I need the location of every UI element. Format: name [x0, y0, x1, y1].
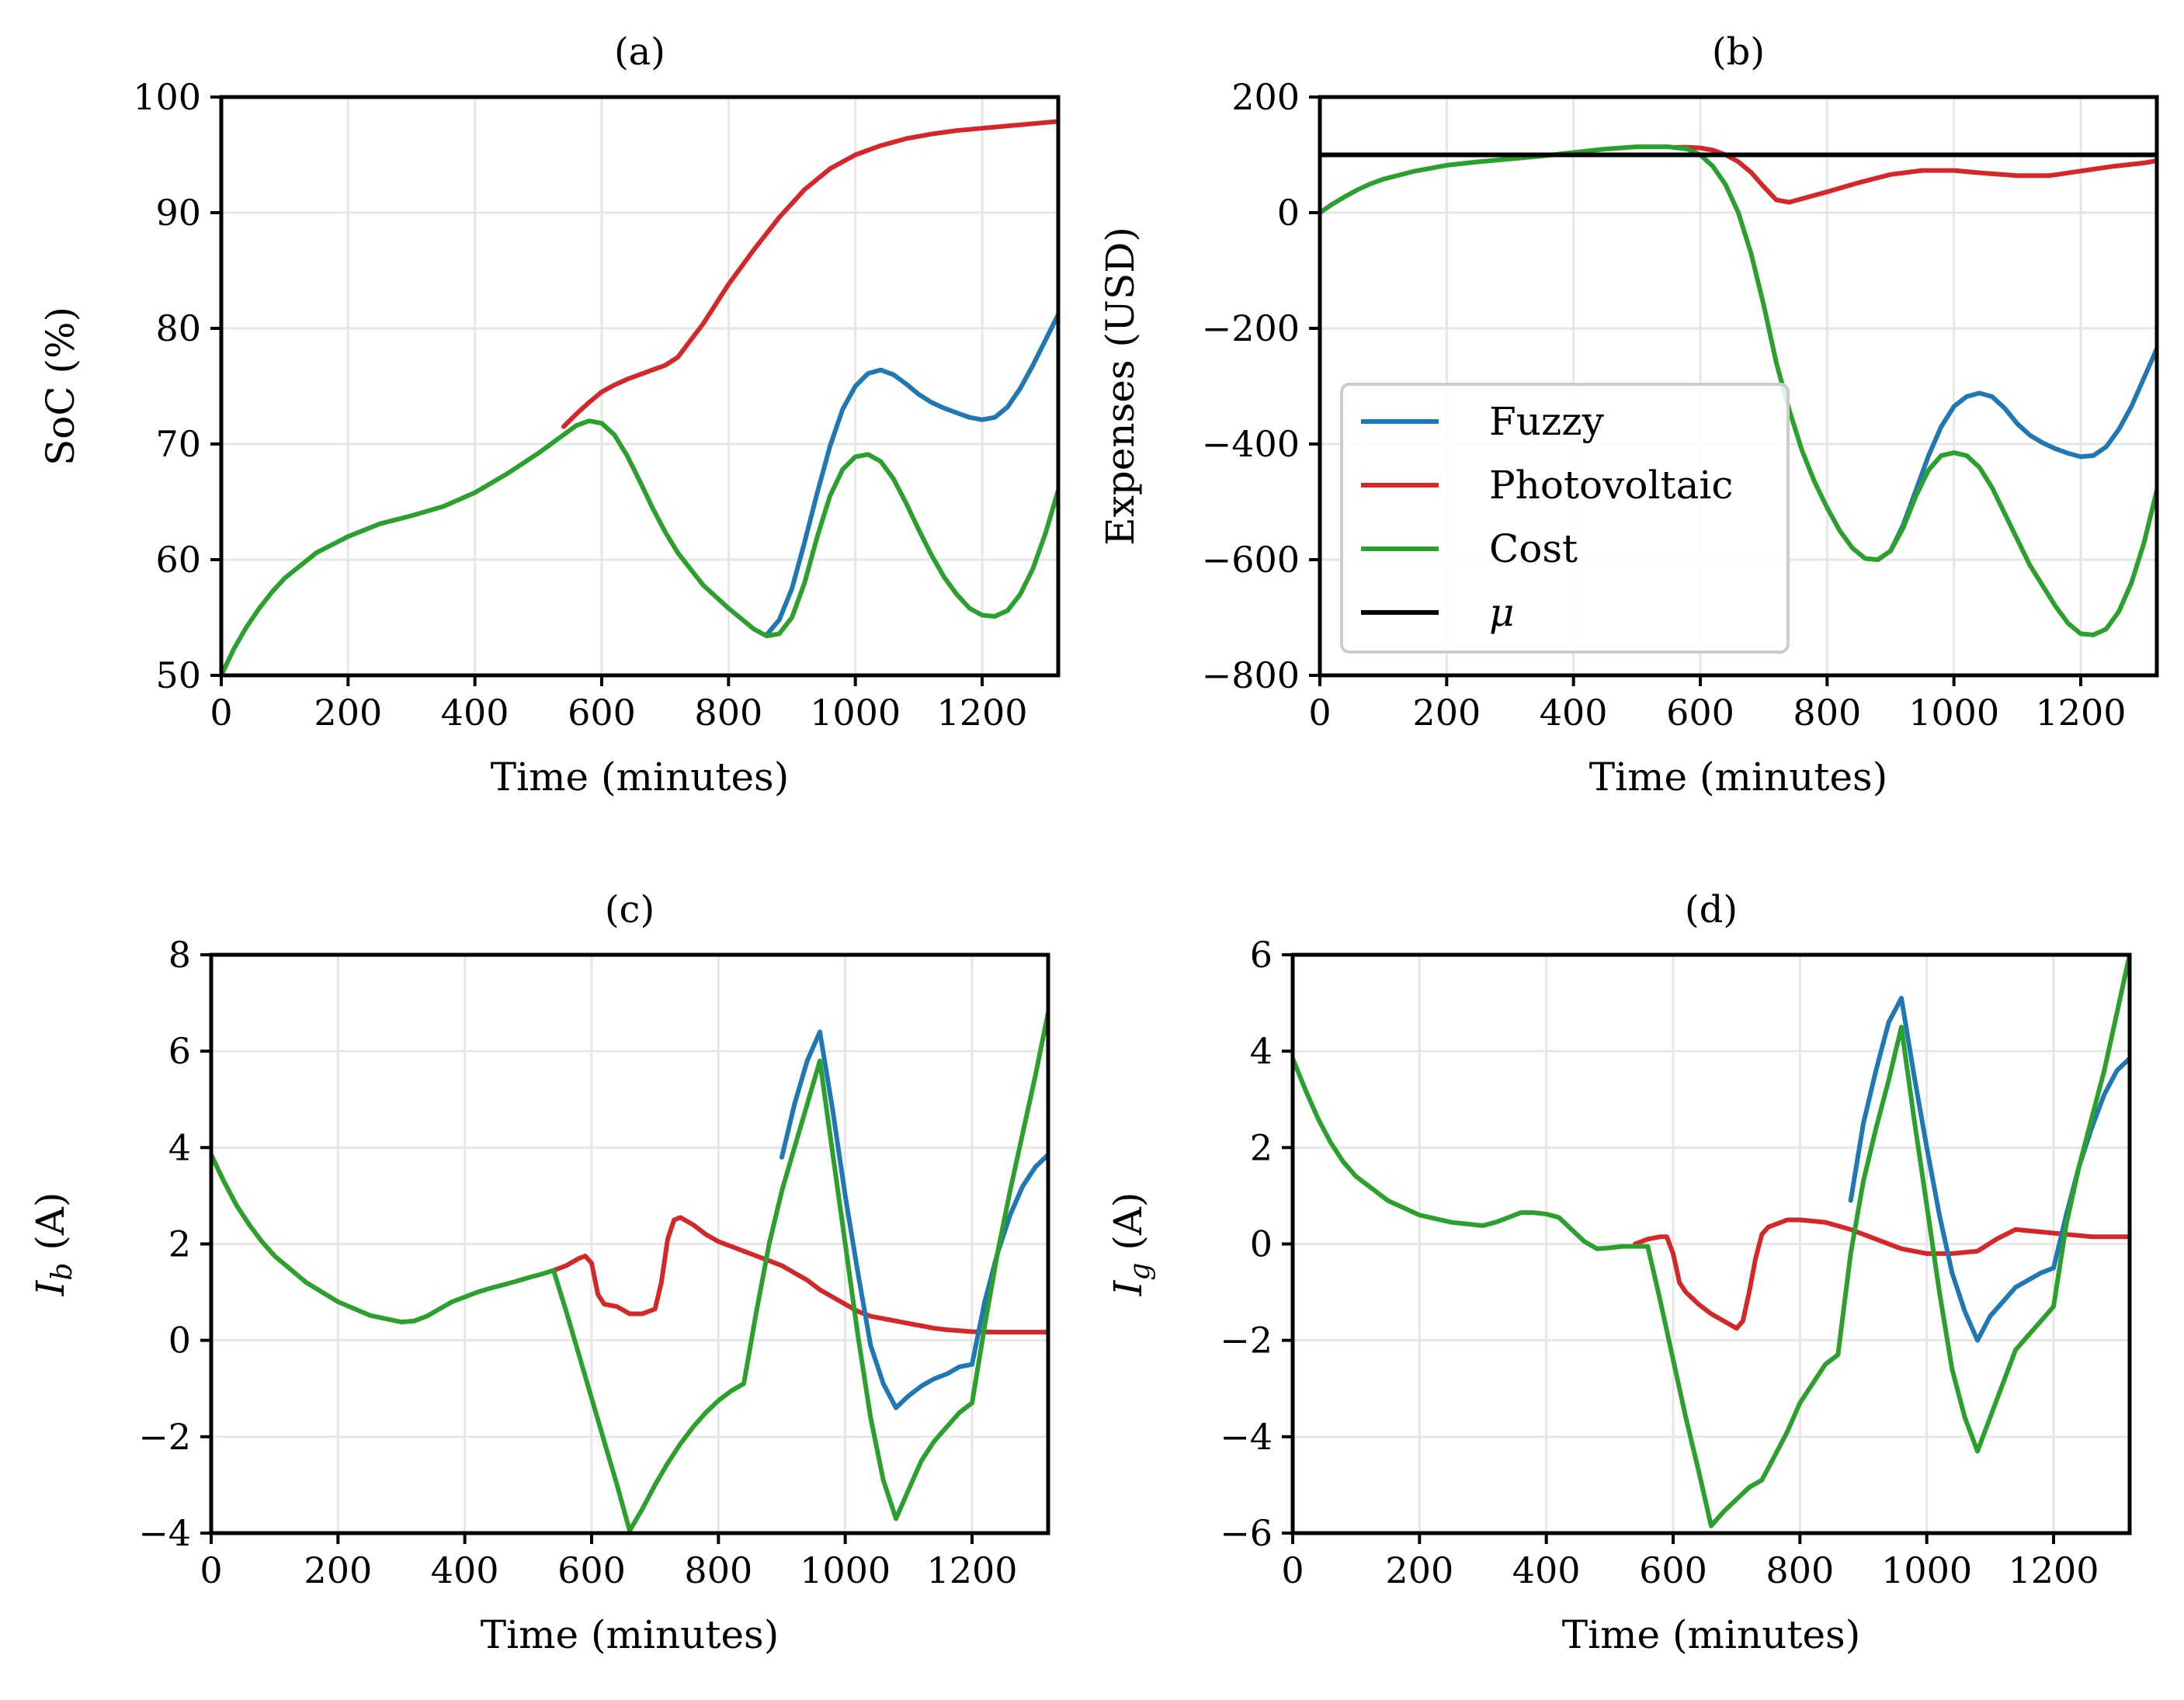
y-tick-label: 80 — [155, 307, 201, 349]
y-tick-label: 4 — [1250, 1030, 1273, 1072]
axes-frame — [1318, 95, 2159, 678]
x-tick-label: 200 — [304, 1549, 372, 1591]
y-tick-label: 0 — [1250, 1223, 1273, 1265]
series-group — [1293, 955, 2130, 1528]
x-tick-label: 1200 — [936, 692, 1027, 734]
y-tick-label: 6 — [168, 1030, 191, 1072]
x-tick-label: 800 — [684, 1549, 752, 1591]
x-tick-label: 200 — [314, 692, 382, 734]
y-tick-label: −4 — [138, 1512, 191, 1554]
x-tick-label: 600 — [568, 692, 636, 734]
series-group — [1320, 144, 2157, 637]
y-tick-label: −6 — [1220, 1512, 1273, 1554]
y-tick-label: 200 — [1231, 76, 1300, 118]
series-group — [221, 119, 1058, 675]
x-tick-label: 600 — [557, 1549, 626, 1591]
series-line-photovoltaic — [1633, 1217, 2130, 1331]
y-tick-label: 100 — [133, 76, 201, 118]
x-tick-label: 1000 — [1881, 1549, 1972, 1591]
x-tick-label: 400 — [1512, 1549, 1581, 1591]
x-tick-label: 400 — [441, 692, 509, 734]
y-tick-label: 2 — [1250, 1126, 1273, 1168]
y-tick-label: −800 — [1202, 654, 1300, 696]
series-group — [211, 1010, 1048, 1533]
x-tick-label: 400 — [431, 1549, 499, 1591]
y-axis-label: Ig (A) — [1106, 1192, 1156, 1297]
series-line-cost — [211, 1010, 1048, 1533]
panel-d: 0 200 400 600 800 1000 1200 −6 −4 −2 0 2 4 6 (d) Time (… — [1106, 888, 2132, 1657]
x-tick-label: 1000 — [1908, 692, 1999, 734]
legend-label-cost: Cost — [1489, 526, 1578, 571]
x-tick-label: 200 — [1385, 1549, 1453, 1591]
y-tick-label: 70 — [155, 423, 201, 465]
panel-c: 0 200 400 600 800 1000 1200 −4 −2 0 2 4 6 8 (c) Time (m… — [28, 888, 1050, 1657]
x-axis-label: Time (minutes) — [481, 1612, 779, 1657]
axes-frame — [219, 95, 1061, 678]
x-tick-label: 800 — [694, 692, 762, 734]
y-axis-label: Ib (A) — [28, 1192, 78, 1297]
panel-title: (b) — [1712, 30, 1765, 74]
series-line-fuzzy — [1848, 995, 2130, 1343]
x-tick-label: 1200 — [926, 1549, 1017, 1591]
y-tick-label: −200 — [1202, 307, 1300, 349]
y-tick-label: 6 — [1250, 934, 1273, 976]
y-tick-label: 90 — [155, 192, 201, 234]
series-line-fuzzy — [1875, 346, 2157, 562]
x-tick-label: 0 — [1281, 1549, 1304, 1591]
x-tick-label: 600 — [1666, 692, 1734, 734]
x-tick-label: 800 — [1793, 692, 1861, 734]
legend-box — [1340, 383, 1790, 654]
x-tick-label: 1000 — [810, 692, 901, 734]
y-tick-label: −2 — [138, 1416, 191, 1458]
panel-b: 0 200 400 600 800 1000 1200 −800 −600 −400 −200 0 20… — [1098, 30, 2159, 800]
y-tick-label: 0 — [1277, 192, 1300, 234]
y-tick-label: −4 — [1220, 1416, 1273, 1458]
series-line-fuzzy — [780, 1029, 1048, 1410]
x-tick-label: 1200 — [2008, 1549, 2099, 1591]
panel-title: (c) — [605, 888, 655, 932]
x-tick-label: 1200 — [2035, 692, 2126, 734]
panel-a: 0 200 400 600 800 1000 1200 50 60 70 80 90 100 (a) Tim… — [38, 30, 1061, 800]
y-tick-label: 8 — [168, 934, 191, 976]
x-axis-label: Time (minutes) — [491, 755, 789, 800]
series-line-cost — [1293, 955, 2130, 1528]
x-tick-label: 0 — [200, 1549, 222, 1591]
y-axis-label: Expenses (USD) — [1098, 227, 1143, 546]
y-tick-label: 2 — [168, 1223, 191, 1265]
x-tick-label: 200 — [1412, 692, 1481, 734]
legend-label-mu: μ — [1489, 590, 1515, 635]
y-tick-label: 0 — [168, 1320, 191, 1362]
y-tick-label: 4 — [168, 1126, 191, 1168]
y-tick-label: −400 — [1202, 423, 1300, 465]
x-axis-label: Time (minutes) — [1589, 755, 1887, 800]
x-tick-label: 600 — [1639, 1549, 1707, 1591]
legend: Fuzzy Photovoltaic Cost μ — [1340, 383, 1790, 654]
y-tick-label: −2 — [1220, 1320, 1273, 1362]
y-axis-label: SoC (%) — [38, 307, 83, 466]
legend-label-photovoltaic: Photovoltaic — [1489, 463, 1733, 508]
x-tick-label: 0 — [210, 692, 232, 734]
panel-title: (d) — [1685, 888, 1738, 932]
x-tick-label: 0 — [1308, 692, 1331, 734]
series-line-fuzzy — [764, 312, 1058, 637]
x-tick-label: 1000 — [800, 1549, 891, 1591]
y-tick-label: 50 — [155, 654, 201, 696]
y-tick-label: −600 — [1202, 539, 1300, 581]
x-tick-label: 400 — [1540, 692, 1608, 734]
x-axis-label: Time (minutes) — [1562, 1612, 1860, 1657]
series-line-photovoltaic — [551, 1215, 1048, 1335]
series-line-cost — [221, 418, 1058, 675]
y-tick-label: 60 — [155, 539, 201, 581]
x-tick-label: 800 — [1766, 1549, 1834, 1591]
series-line-photovoltaic — [561, 119, 1058, 429]
panel-title: (a) — [614, 30, 665, 74]
series-line-cost — [1320, 144, 2157, 637]
legend-label-fuzzy: Fuzzy — [1489, 399, 1605, 444]
